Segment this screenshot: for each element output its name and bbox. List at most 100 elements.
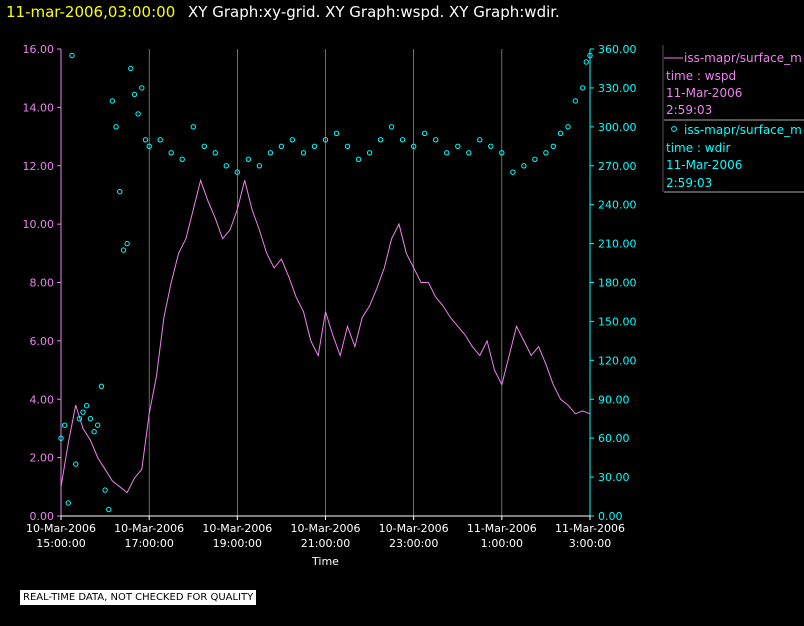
wdir-data-point (69, 52, 75, 59)
wdir-data-point (65, 500, 72, 506)
wdir-data-point (168, 150, 174, 156)
x-tick-label-date: 11-Mar-2006 (555, 522, 625, 535)
legend-wdir-date: 11-Mar-2006 (666, 158, 742, 172)
wdir-data-point (84, 403, 90, 409)
x-tick-label-time: 19:00:00 (213, 537, 262, 550)
wdir-data-point (131, 91, 138, 98)
wdir-data-point (510, 169, 516, 175)
wdir-data-point (117, 189, 123, 195)
wdir-data-point (179, 156, 185, 163)
wdir-data-point (583, 59, 589, 65)
wdir-data-point (388, 124, 395, 130)
wdir-data-point (444, 150, 450, 156)
legend-wdir-source: iss-mapr/surface_m (684, 123, 802, 137)
wdir-data-point (139, 85, 145, 91)
legend-wspd-date: 11-Mar-2006 (666, 86, 742, 100)
wdir-data-point (572, 98, 578, 104)
chart-header: 11-mar-2006,03:00:00 XY Graph:xy-grid. X… (6, 0, 560, 24)
wdir-data-point (543, 150, 549, 156)
wdir-data-point (300, 150, 307, 156)
left-axis-tick-label: 6.00 (30, 335, 55, 348)
wdir-data-point (580, 85, 586, 91)
wdir-data-point (61, 422, 68, 428)
wdir-data-point (113, 124, 119, 130)
right-axis-tick-label: 210.00 (598, 238, 637, 251)
wdir-data-point (106, 506, 112, 513)
legend-wdir-var: time : wdir (666, 141, 731, 155)
wdir-data-point (245, 156, 252, 163)
header-graph-titles: XY Graph:xy-grid. XY Graph:wspd. XY Grap… (188, 3, 560, 21)
wdir-data-point (422, 130, 428, 137)
x-tick-label-date: 10-Mar-2006 (114, 522, 184, 535)
wdir-data-point (267, 150, 274, 156)
wdir-data-point (212, 150, 219, 156)
wdir-data-point (109, 98, 116, 104)
x-tick-label-date: 10-Mar-2006 (26, 522, 96, 535)
right-axis-tick-label: 90.00 (598, 393, 630, 406)
right-axis-tick-label: 150.00 (598, 315, 637, 328)
wdir-data-point (223, 163, 230, 169)
wdir-data-point (399, 137, 406, 143)
right-axis-tick-label: 240.00 (598, 199, 637, 212)
wdir-data-point (311, 143, 318, 150)
x-tick-label-date: 11-Mar-2006 (467, 522, 537, 535)
wdir-data-point (477, 137, 483, 143)
left-axis-tick-label: 2.00 (30, 452, 55, 465)
wdir-data-point (433, 137, 439, 143)
wdir-data-point (377, 137, 384, 143)
wdir-data-point (565, 124, 571, 130)
left-axis-tick-label: 4.00 (30, 393, 55, 406)
wdir-data-point (76, 416, 83, 422)
wdir-data-point (124, 240, 130, 247)
x-tick-label-date: 10-Mar-2006 (291, 522, 361, 535)
x-tick-label-time: 17:00:00 (124, 537, 173, 550)
wdir-data-point (532, 156, 538, 163)
left-axis-tick-label: 0.00 (30, 510, 55, 523)
wdir-data-point (322, 137, 329, 143)
wdir-data-point (95, 422, 101, 428)
wdir-data-point (256, 163, 263, 169)
right-axis-tick-label: 360.00 (598, 43, 637, 56)
wdir-data-point (135, 111, 141, 117)
wdir-data-point (557, 130, 564, 137)
left-axis-tick-label: 12.00 (23, 160, 55, 173)
wdir-data-point (128, 65, 134, 72)
left-axis-tick-label: 8.00 (30, 277, 55, 290)
wdir-data-point (157, 137, 163, 143)
right-axis-tick-label: 0.00 (598, 510, 623, 523)
wdir-data-point (344, 143, 351, 150)
wdir-data-point (190, 124, 197, 130)
right-axis-tick-label: 120.00 (598, 354, 637, 367)
wdir-data-point (146, 143, 152, 150)
legend-wdir-time: 2:59:03 (666, 176, 712, 190)
x-tick-label-date: 10-Mar-2006 (202, 522, 272, 535)
header-datetime: 11-mar-2006,03:00:00 (6, 3, 176, 21)
left-axis-tick-label: 16.00 (23, 43, 55, 56)
legend-wdir-circle-marker (671, 126, 677, 132)
wdir-data-point (289, 137, 296, 143)
wdir-data-point (550, 143, 556, 150)
left-axis-tick-label: 10.00 (23, 218, 55, 231)
wdir-data-point (455, 143, 461, 150)
wdir-data-point (466, 150, 472, 156)
right-axis-tick-label: 300.00 (598, 121, 637, 134)
legend-wspd-source: iss-mapr/surface_m (684, 51, 802, 65)
wdir-data-point (488, 143, 494, 150)
wdir-data-point (333, 130, 340, 137)
wdir-data-point (234, 169, 241, 175)
wdir-data-point (411, 143, 417, 150)
wdir-data-point (58, 435, 64, 441)
wdir-data-point (120, 247, 127, 253)
x-tick-label-time: 23:00:00 (389, 537, 438, 550)
wdir-data-point (355, 156, 362, 163)
wdir-data-point (102, 487, 108, 493)
x-tick-label-date: 10-Mar-2006 (379, 522, 449, 535)
wdir-data-point (587, 52, 593, 59)
right-axis-tick-label: 330.00 (598, 82, 637, 95)
wspd-series-line (60, 178, 591, 494)
right-axis-tick-label: 270.00 (598, 160, 637, 173)
wdir-data-point (80, 409, 86, 415)
x-tick-label-time: 1:00:00 (481, 537, 523, 550)
x-axis-label: Time (311, 555, 339, 568)
